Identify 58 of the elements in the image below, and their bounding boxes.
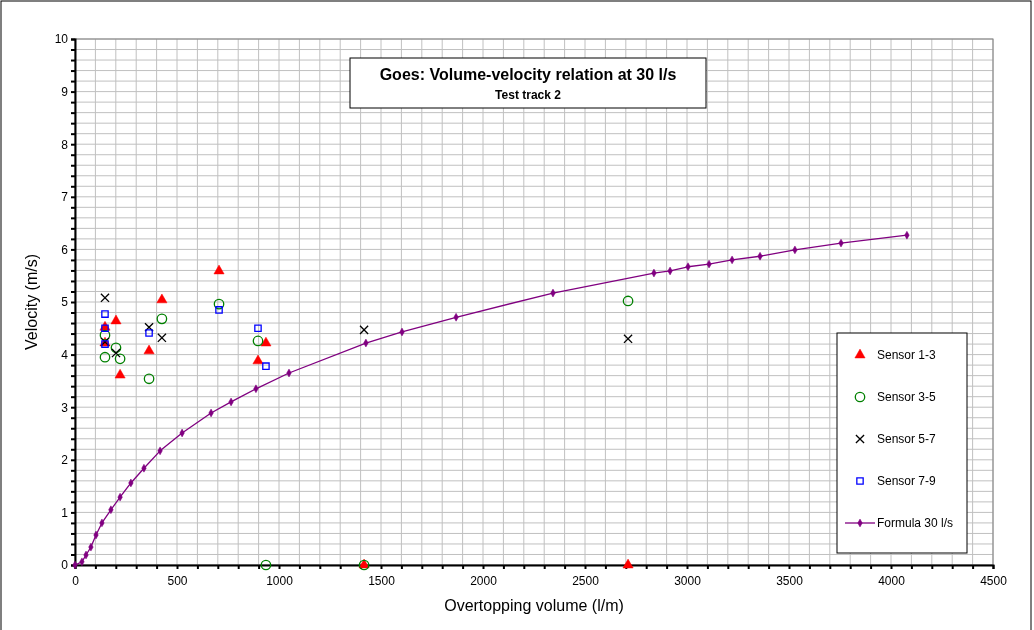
point xyxy=(254,324,262,333)
point xyxy=(213,298,225,310)
point xyxy=(101,310,109,318)
point xyxy=(359,325,369,335)
y-tick-label: 4 xyxy=(61,347,69,362)
point xyxy=(143,344,155,355)
legend-label: Sensor 7-9 xyxy=(877,474,937,488)
point xyxy=(111,348,121,358)
point xyxy=(260,336,272,347)
text: Test track 2 xyxy=(495,88,562,102)
point xyxy=(215,306,223,314)
x-tick-label: 4500 xyxy=(980,574,1008,589)
point xyxy=(213,264,225,275)
point xyxy=(156,313,168,325)
point xyxy=(157,333,167,343)
point xyxy=(262,362,270,370)
point xyxy=(99,351,111,363)
x-tick-label: 2500 xyxy=(572,574,600,589)
y-tick-label: 0 xyxy=(61,558,69,573)
point xyxy=(99,329,111,341)
point xyxy=(252,354,264,365)
legend-label: Formula 30 l/s xyxy=(877,516,954,530)
y-tick-label: 7 xyxy=(61,190,69,205)
point xyxy=(114,368,126,379)
point xyxy=(623,334,633,344)
y-tick-label: 3 xyxy=(61,400,69,415)
x-tick-label: 500 xyxy=(167,574,188,589)
x-tick-label: 1500 xyxy=(368,574,396,589)
y-tick-label: 1 xyxy=(61,505,69,520)
point xyxy=(252,335,264,347)
point xyxy=(100,293,110,303)
point xyxy=(622,558,634,569)
y-tick-label: 5 xyxy=(61,295,69,310)
y-tick-label: 8 xyxy=(61,137,69,152)
point xyxy=(143,373,155,385)
y-tick-label: 6 xyxy=(61,242,69,257)
legend-label: Sensor 5-7 xyxy=(877,432,937,446)
x-tick-label: 1000 xyxy=(266,574,294,589)
x-tick-label: 3500 xyxy=(776,574,804,589)
point xyxy=(156,293,168,304)
point xyxy=(114,353,126,365)
y-axis-title: Velocity (m/s) xyxy=(23,253,40,351)
x-axis-title: Overtopping volume (l/m) xyxy=(444,597,624,614)
y-tick-label: 9 xyxy=(61,84,69,99)
legend-label: Sensor 3-5 xyxy=(877,390,937,404)
point xyxy=(622,295,634,307)
point xyxy=(110,314,122,325)
x-tick-label: 3000 xyxy=(674,574,702,589)
x-tick-label: 0 xyxy=(72,574,80,589)
point xyxy=(260,559,272,571)
y-tick-label: 10 xyxy=(54,32,69,47)
text: Goes: Volume-velocity relation at 30 l/s xyxy=(379,66,677,83)
y-tick-label: 2 xyxy=(61,453,69,468)
x-tick-label: 2000 xyxy=(470,574,498,589)
point xyxy=(110,342,122,354)
x-tick-label: 4000 xyxy=(878,574,906,589)
legend-label: Sensor 1-3 xyxy=(877,348,937,362)
point xyxy=(145,329,153,337)
